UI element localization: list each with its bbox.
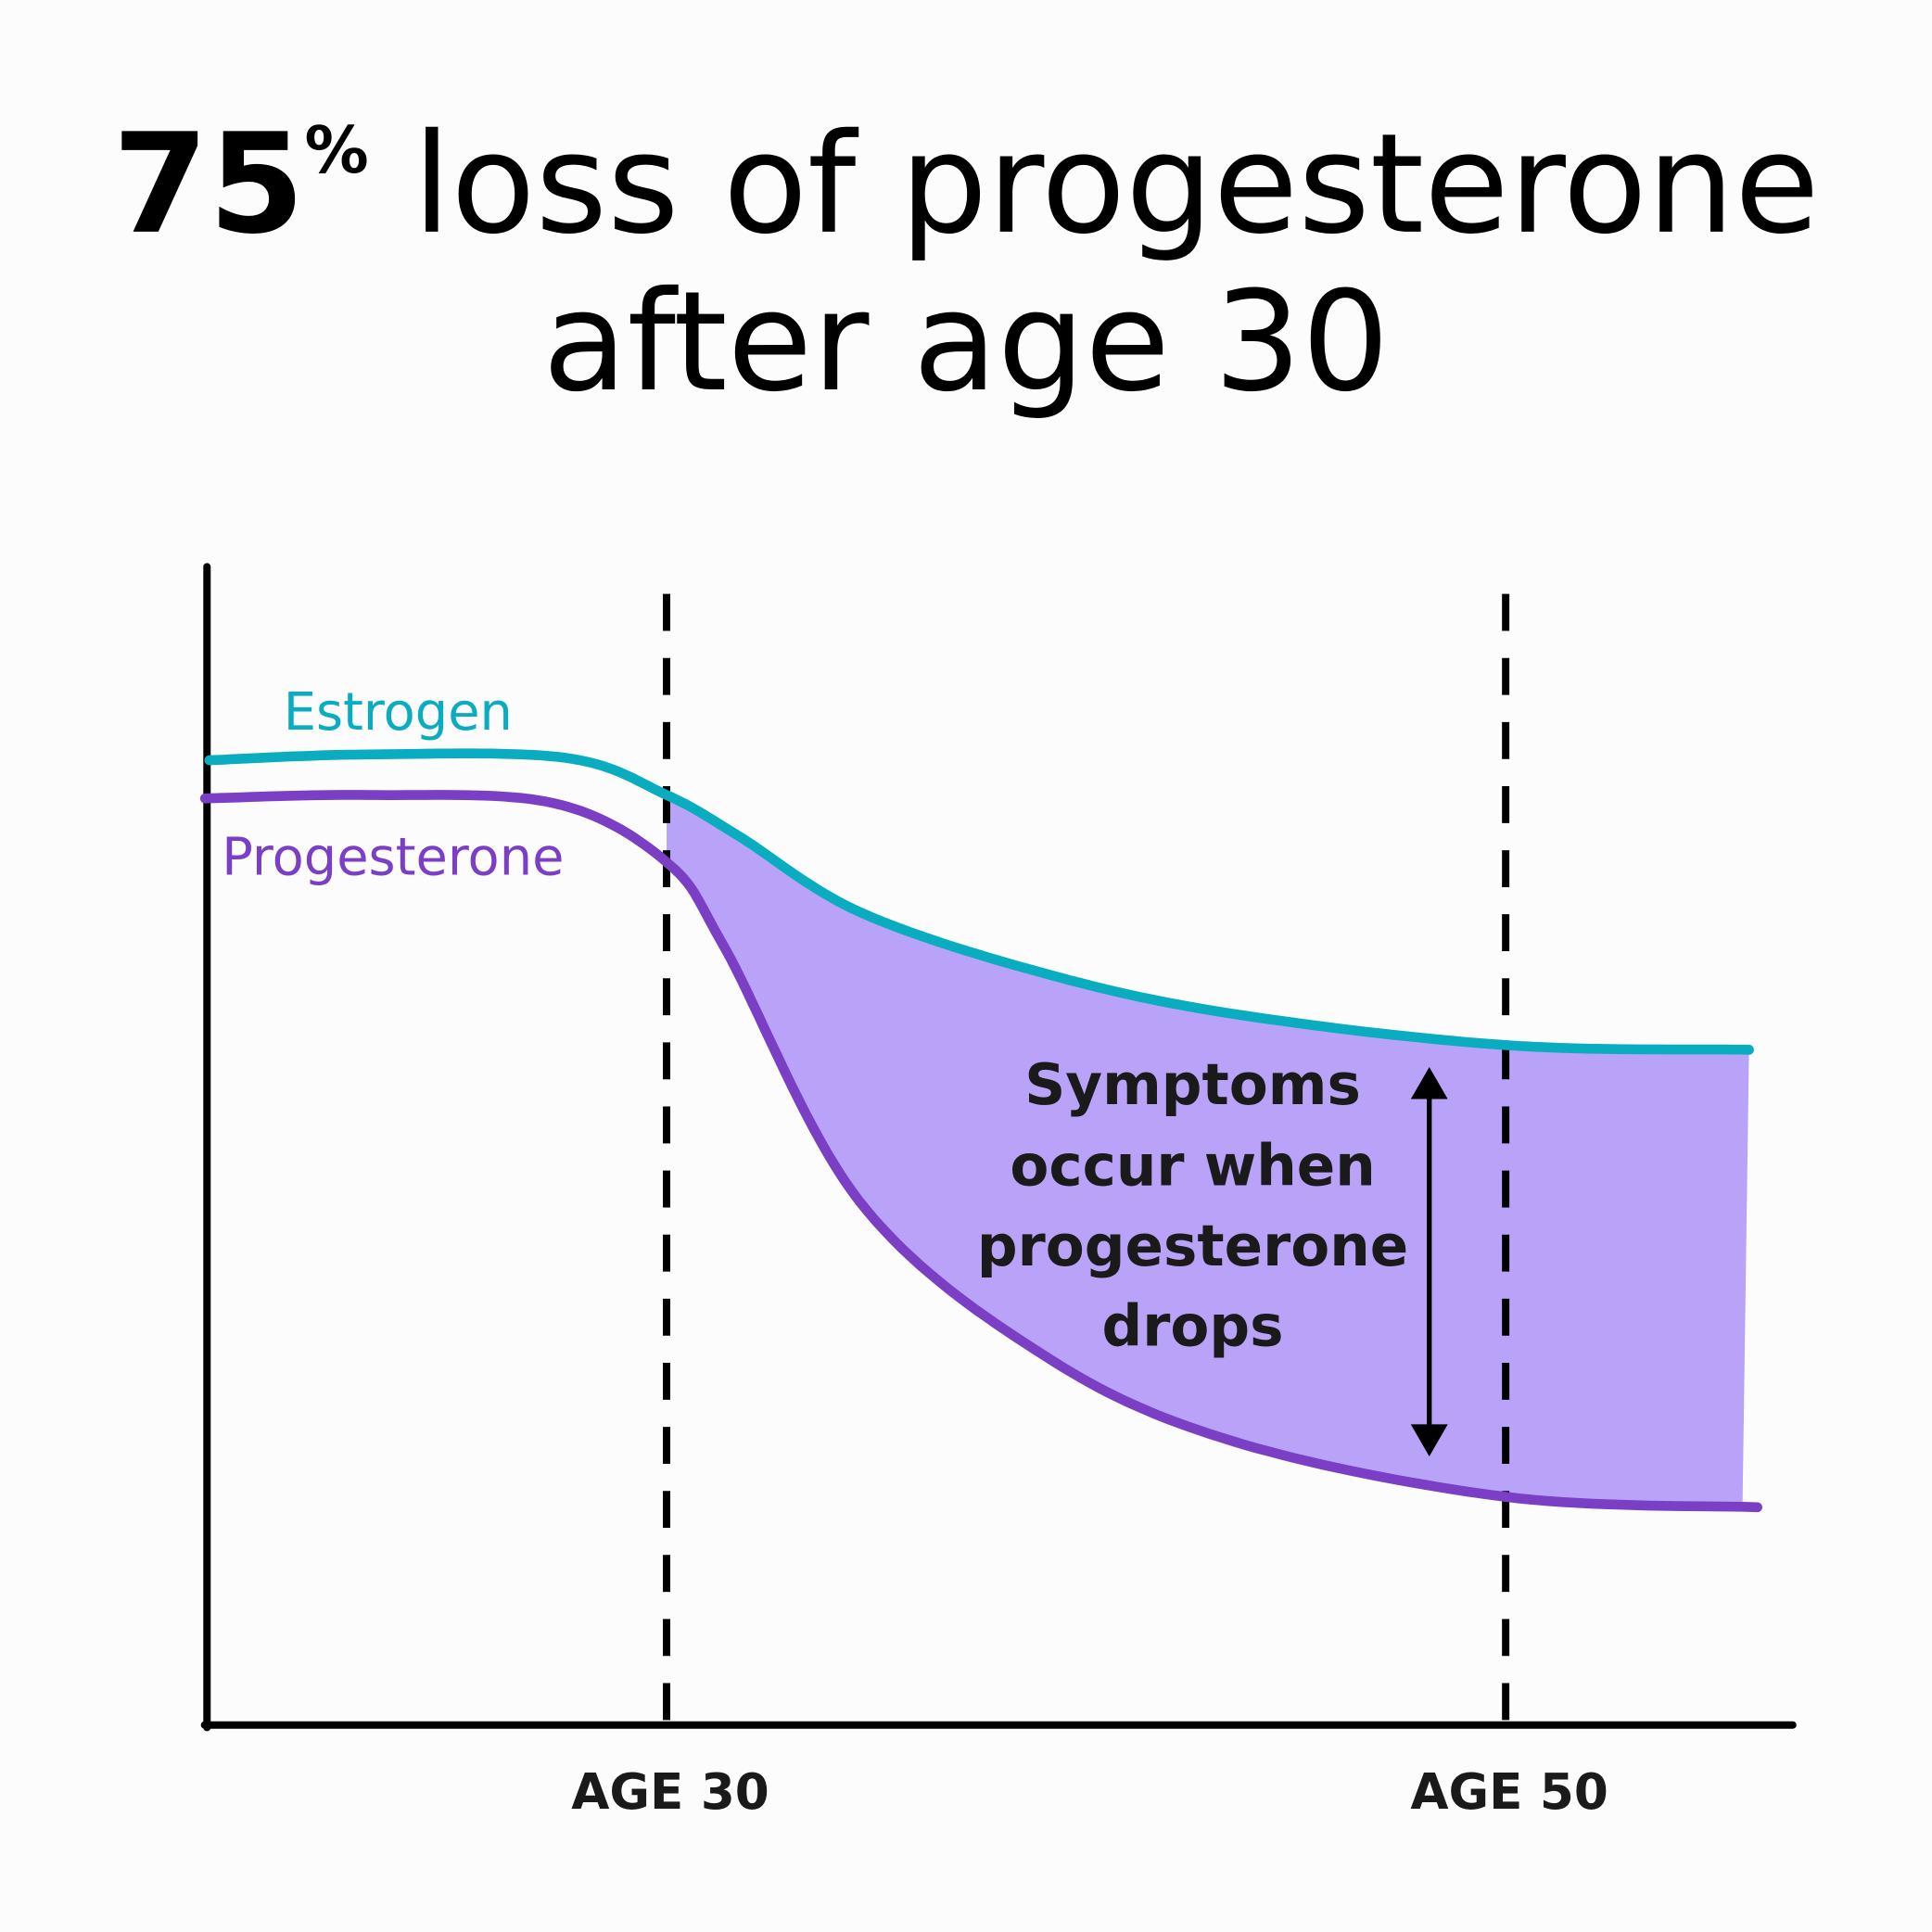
x-tick-label: AGE 50 [1410,1763,1608,1821]
series-line-estrogen [204,748,1754,1055]
annotation-line: drops [1102,1293,1284,1359]
title-big-number: 75 [112,105,304,265]
chart-title-line2: after age 30 [542,262,1389,423]
chart-title-line1: 75% loss of progesterone [112,105,1819,265]
arrow-up-icon [1410,1066,1448,1099]
series-line-progesterone [199,790,1762,1513]
title-percent: % [305,114,369,188]
arrow-down-icon [1410,1424,1448,1456]
legend-label-progesterone: Progesterone [222,828,564,888]
annotation-line: occur when [1010,1134,1375,1200]
legend-label-estrogen: Estrogen [284,682,513,743]
shaded-region [667,794,1749,1507]
annotation-line: Symptoms [1024,1052,1361,1118]
title-rest: loss of progesterone [369,105,1820,265]
annotation: Symptoms occur when progesterone drops [977,1052,1448,1456]
x-tick-label: AGE 30 [571,1763,769,1821]
annotation-line: progesterone [977,1214,1408,1279]
